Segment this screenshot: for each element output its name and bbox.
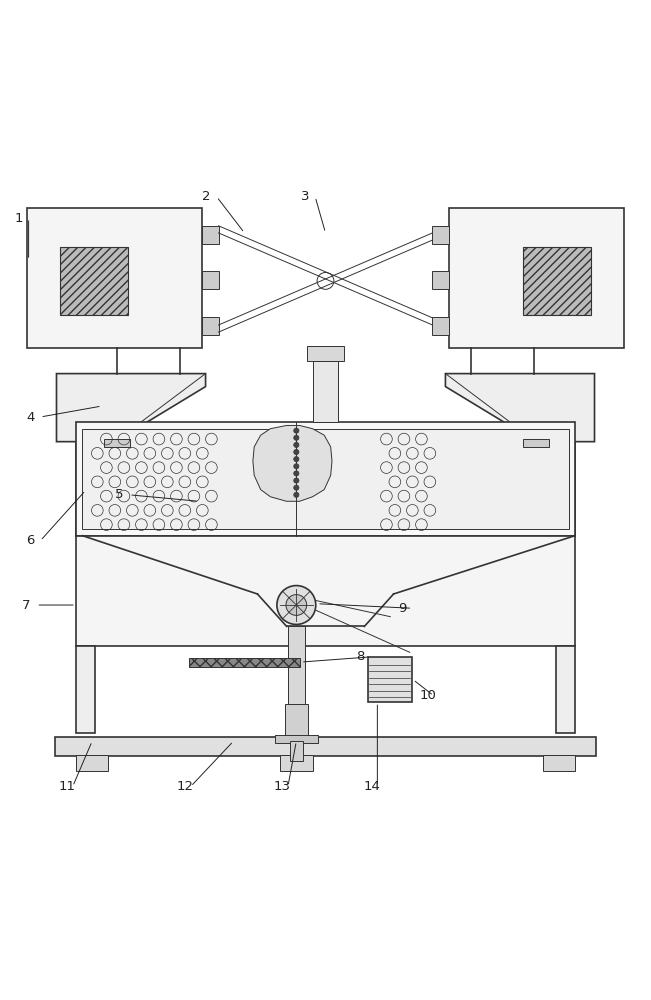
Bar	[432, 226, 449, 244]
Bar	[76, 646, 96, 733]
Bar	[189, 658, 299, 667]
Text: 2: 2	[202, 190, 211, 203]
Circle shape	[294, 492, 299, 497]
Bar	[555, 646, 575, 733]
Text: 11: 11	[59, 780, 76, 793]
Circle shape	[294, 457, 299, 462]
Bar	[543, 755, 575, 771]
Text: 10: 10	[419, 689, 436, 702]
Bar	[307, 346, 344, 361]
Circle shape	[286, 595, 307, 615]
Bar	[55, 737, 596, 756]
Text: 8: 8	[357, 650, 365, 663]
Polygon shape	[57, 374, 206, 442]
Circle shape	[294, 442, 299, 447]
Bar	[76, 536, 575, 646]
Bar	[275, 735, 318, 743]
Circle shape	[294, 471, 299, 476]
Bar	[202, 226, 219, 244]
Bar	[555, 416, 575, 536]
Text: 14: 14	[363, 780, 380, 793]
Bar	[290, 741, 303, 761]
Bar	[449, 208, 624, 348]
Bar	[76, 422, 575, 536]
Polygon shape	[253, 425, 332, 501]
Bar	[288, 626, 305, 704]
Bar	[368, 657, 411, 702]
Circle shape	[277, 586, 316, 624]
Circle shape	[294, 449, 299, 455]
Bar	[432, 317, 449, 335]
Text: 1: 1	[14, 212, 23, 225]
Text: 3: 3	[301, 190, 309, 203]
Bar	[76, 416, 96, 536]
Bar	[104, 439, 130, 447]
Circle shape	[294, 464, 299, 469]
Bar	[284, 704, 308, 740]
Bar	[27, 208, 202, 348]
Text: 6: 6	[26, 534, 35, 547]
Bar	[280, 755, 312, 771]
Bar	[523, 439, 549, 447]
Polygon shape	[445, 374, 594, 442]
Bar	[202, 271, 219, 289]
Bar	[202, 317, 219, 335]
Bar	[60, 247, 128, 315]
Text: 7: 7	[22, 599, 31, 612]
Bar	[76, 755, 108, 771]
Bar	[432, 271, 449, 289]
Text: 12: 12	[176, 780, 193, 793]
Circle shape	[294, 428, 299, 433]
Text: 13: 13	[273, 780, 290, 793]
Text: 9: 9	[398, 602, 406, 615]
Circle shape	[294, 485, 299, 490]
Text: 5: 5	[115, 488, 123, 501]
Bar	[83, 429, 568, 529]
Bar	[523, 247, 591, 315]
Bar	[312, 361, 339, 422]
Text: 4: 4	[26, 411, 35, 424]
Circle shape	[294, 435, 299, 440]
Circle shape	[294, 478, 299, 483]
